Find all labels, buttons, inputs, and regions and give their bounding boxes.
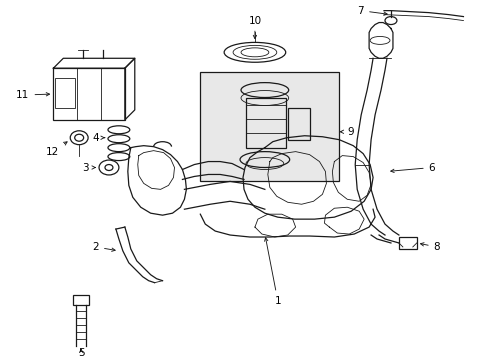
Bar bbox=[200, 72, 339, 181]
Text: 1: 1 bbox=[264, 238, 281, 306]
Text: 4: 4 bbox=[92, 133, 104, 143]
Bar bbox=[53, 68, 124, 120]
Text: 10: 10 bbox=[248, 15, 261, 39]
Text: 11: 11 bbox=[16, 90, 49, 100]
Bar bbox=[245, 98, 285, 148]
Bar bbox=[73, 294, 89, 305]
Bar bbox=[287, 108, 309, 140]
Text: 2: 2 bbox=[92, 242, 115, 252]
Text: 7: 7 bbox=[357, 6, 386, 15]
Text: 5: 5 bbox=[78, 348, 84, 358]
Text: 8: 8 bbox=[420, 242, 439, 252]
Text: 9: 9 bbox=[340, 127, 353, 137]
Text: 3: 3 bbox=[82, 162, 95, 172]
Text: 6: 6 bbox=[390, 162, 434, 172]
Bar bbox=[398, 237, 416, 249]
Bar bbox=[55, 78, 75, 108]
Text: 12: 12 bbox=[46, 142, 67, 157]
